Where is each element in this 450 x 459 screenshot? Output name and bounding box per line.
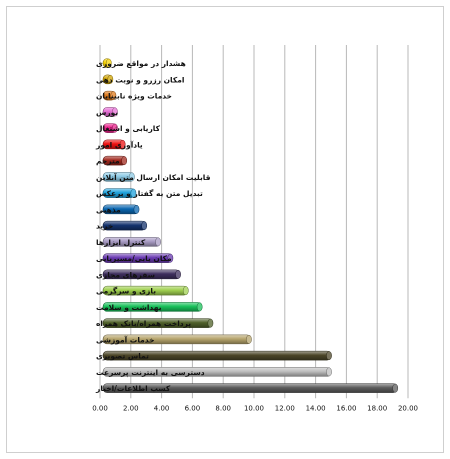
- bar-end-cap: [175, 269, 181, 279]
- category-label: تماس تصویری: [96, 352, 149, 361]
- grid-lines: [99, 45, 409, 399]
- x-tick-label: 20.00: [398, 404, 418, 412]
- x-tick-label: 14.00: [306, 404, 326, 412]
- bar-end-cap: [207, 318, 214, 328]
- bar-end-cap: [133, 204, 140, 214]
- bar-end-cap: [112, 107, 118, 117]
- bar-end-cap: [105, 58, 112, 68]
- bars: [102, 58, 399, 393]
- category-label: هشدار در مواقع ضروری: [96, 59, 186, 68]
- category-label: مذهبی: [96, 205, 121, 214]
- category-label: کسب اطلاعات/اخبار: [95, 384, 171, 393]
- x-tick-label: 0.00: [92, 404, 108, 412]
- category-label: پرداخت همراه/بانک همراه: [96, 319, 191, 328]
- x-tick-label: 10.00: [244, 404, 264, 412]
- category-labels: هشدار در مواقع ضروری امکان رزرو و نوبت ده…: [95, 59, 211, 393]
- bar-end-cap: [119, 139, 126, 149]
- bar-end-cap: [130, 188, 137, 198]
- category-label: خدمات آموزشی: [96, 334, 155, 344]
- bar-end-cap: [107, 74, 114, 84]
- x-tick-label: 8.00: [215, 404, 231, 412]
- x-tick-label: 18.00: [367, 404, 387, 412]
- category-label: قابلیت امکان ارسال متن آنلاین: [96, 172, 211, 182]
- category-label: مکان یابی/مسیریابی: [96, 254, 172, 263]
- x-axis-ticks: 0.00 2.00 4.00 6.00 8.00 10.00 12.00 14.00 16.00…: [92, 404, 418, 412]
- bar-end-cap: [121, 156, 128, 166]
- bar-end-cap: [129, 172, 135, 182]
- category-label: بورس: [96, 108, 118, 117]
- bar-end-cap: [112, 123, 118, 133]
- category-label: کاریابی و اشتغال: [96, 124, 161, 133]
- category-label: مترجم: [96, 157, 120, 166]
- category-label: امکان رزرو و نوبت دهی: [96, 75, 184, 84]
- category-label: یادآوری امور: [95, 139, 143, 149]
- x-tick-label: 12.00: [275, 404, 295, 412]
- x-tick-label: 2.00: [123, 404, 139, 412]
- bar-end-cap: [110, 91, 117, 101]
- category-label: دسترسی به اینترنت پرسرعت: [96, 368, 205, 377]
- bar-end-cap: [196, 302, 203, 312]
- bar-end-cap: [326, 367, 332, 377]
- category-label: بهداشت و سلامت: [96, 303, 162, 312]
- chart-frame: [6, 6, 444, 453]
- category-label: خدمات ویژه نابینایان: [96, 92, 172, 101]
- bar-end-cap: [167, 253, 174, 263]
- category-label: بازی و سرگرمی: [96, 287, 156, 296]
- x-tick-label: 16.00: [336, 404, 356, 412]
- category-label: سفرهای مجازی: [96, 270, 155, 279]
- category-label: تبدیل متن به گفتار و برعکس: [96, 189, 203, 198]
- x-tick-label: 4.00: [154, 404, 170, 412]
- bar-end-cap: [326, 351, 332, 361]
- bar-end-cap: [246, 334, 252, 344]
- bar-end-cap: [141, 221, 148, 231]
- bar-end-cap: [392, 383, 399, 393]
- category-label: خرید: [96, 222, 113, 231]
- x-tick-label: 6.00: [185, 404, 201, 412]
- bar-end-cap: [182, 286, 189, 296]
- category-label: کنترل ابزارها: [96, 238, 146, 247]
- bar-end-cap: [155, 237, 161, 247]
